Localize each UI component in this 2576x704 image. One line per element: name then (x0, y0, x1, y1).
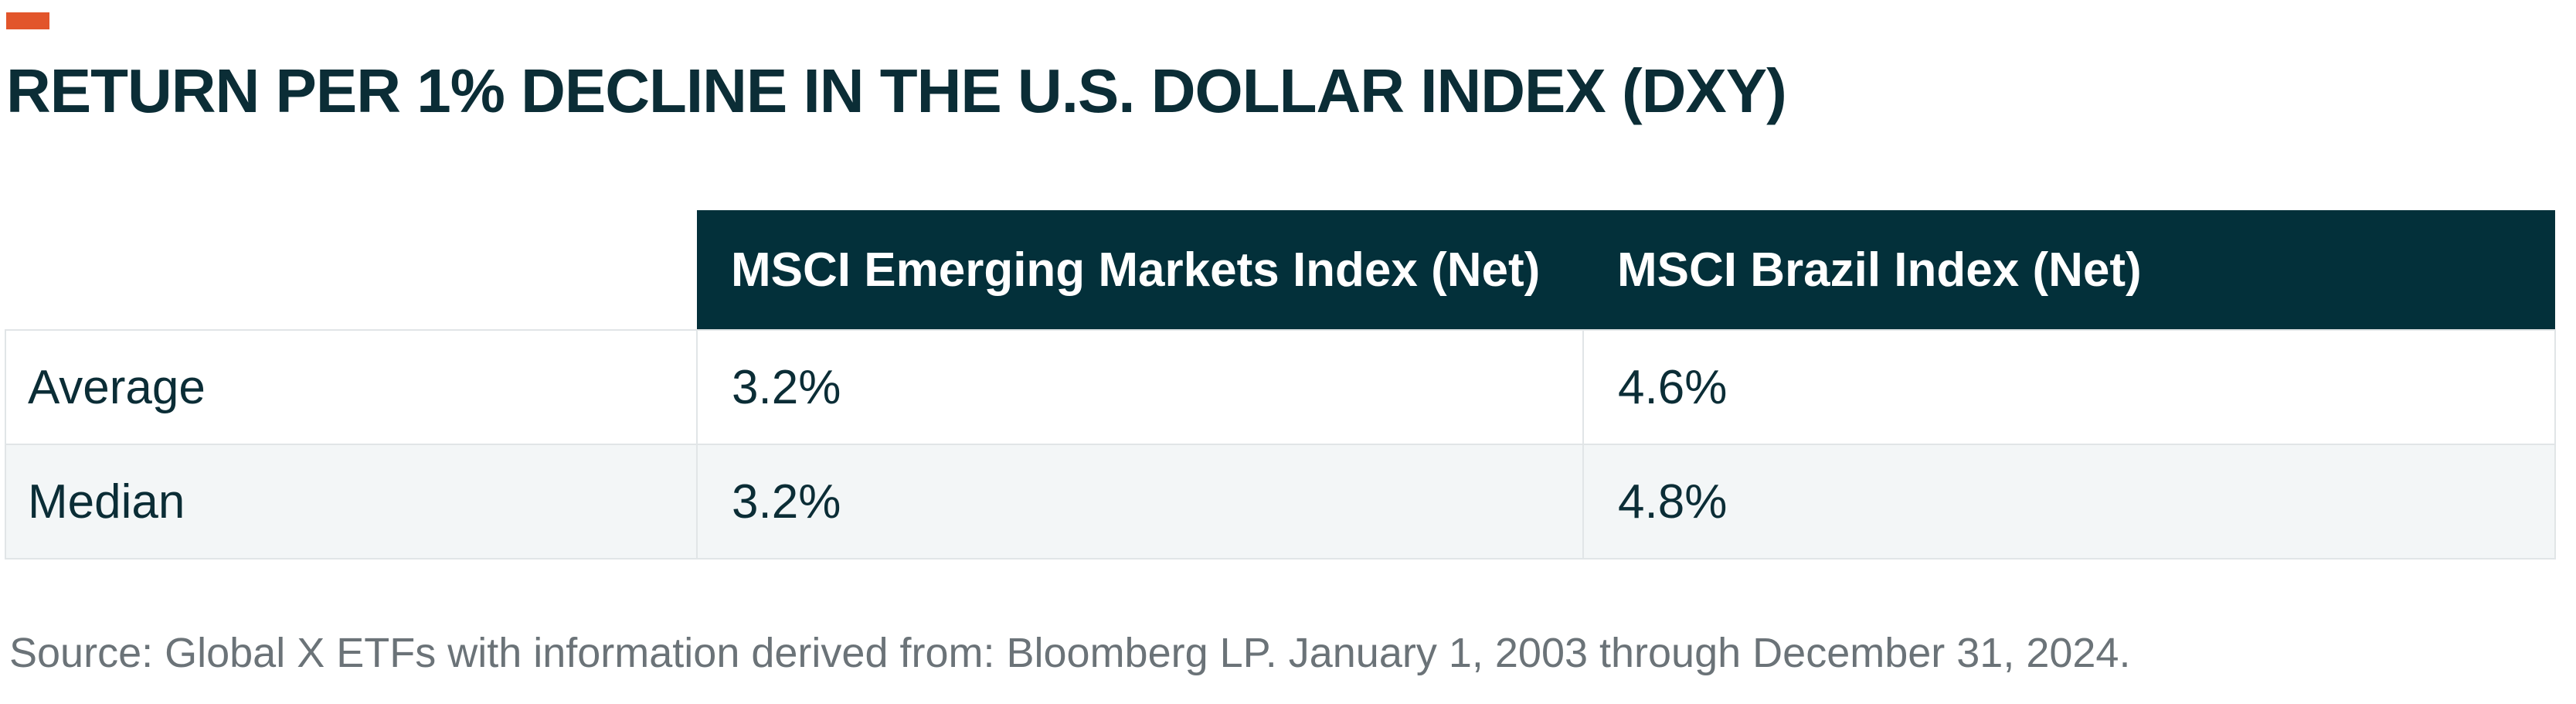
header-corner-cell (5, 210, 697, 331)
column-header-msci-brazil: MSCI Brazil Index (Net) (1583, 210, 2555, 330)
table-row-median: Median 3.2% 4.8% (5, 444, 2556, 559)
data-table: MSCI Emerging Markets Index (Net) MSCI B… (5, 210, 2556, 559)
column-header-msci-emerging-markets: MSCI Emerging Markets Index (Net) (697, 210, 1583, 330)
row-label: Average (5, 329, 698, 445)
cell-emerging-markets-value: 3.2% (696, 329, 1584, 445)
page-title: RETURN PER 1% DECLINE IN THE U.S. DOLLAR… (6, 56, 1787, 125)
accent-bar (6, 12, 49, 29)
cell-brazil-value: 4.8% (1582, 444, 2556, 559)
cell-emerging-markets-value: 3.2% (696, 444, 1584, 559)
table-row-average: Average 3.2% 4.6% (5, 329, 2556, 445)
cell-brazil-value: 4.6% (1582, 329, 2556, 445)
table-header-row: MSCI Emerging Markets Index (Net) MSCI B… (5, 210, 2555, 331)
row-label: Median (5, 444, 698, 559)
source-note: Source: Global X ETFs with information d… (9, 630, 2131, 676)
